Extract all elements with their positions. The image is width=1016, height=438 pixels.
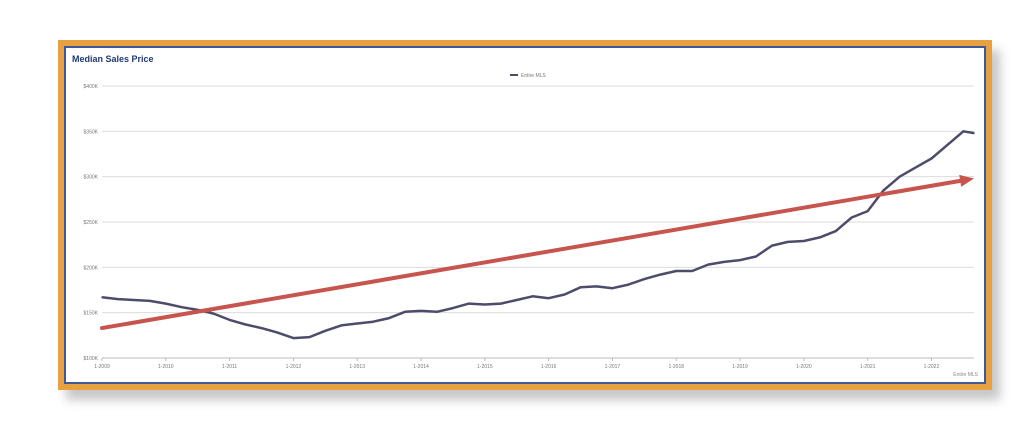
legend-label: Entire MLS <box>521 73 546 79</box>
y-tick-label: $300K <box>84 175 99 181</box>
data-point <box>260 327 263 329</box>
data-point <box>898 175 901 178</box>
arrow-head <box>959 174 974 187</box>
x-tick-label: 1-2019 <box>732 364 748 370</box>
x-axis: 1-2009 1-2010 1-2011 1-2012 1-2013 1-2014 1-20… <box>94 357 974 370</box>
data-point <box>771 244 773 247</box>
data-point <box>324 330 327 332</box>
data-point <box>595 285 598 288</box>
data-point <box>962 130 965 133</box>
y-tick-label: $200K <box>84 265 99 271</box>
x-tick-label: 1-2016 <box>541 364 557 370</box>
data-point <box>739 259 741 261</box>
data-point <box>468 302 470 305</box>
y-tick-label: $150K <box>84 311 99 317</box>
data-point <box>531 295 534 298</box>
data-point <box>180 306 183 309</box>
data-point <box>133 299 135 301</box>
x-tick-label: 1-2013 <box>349 364 365 370</box>
data-point <box>340 324 343 327</box>
data-point <box>515 299 518 301</box>
legend: Entire MLS <box>510 73 546 79</box>
y-tick-label: $100K <box>84 356 99 362</box>
data-point <box>819 236 821 239</box>
chart-frame: Median Sales Price Entire MLS $100K $150K… <box>58 40 992 390</box>
series <box>101 130 975 340</box>
x-tick-label: 1-2017 <box>605 364 621 370</box>
x-tick-label: 1-2018 <box>668 364 684 370</box>
data-point <box>165 302 167 305</box>
x-tick-label: 1-2020 <box>796 364 812 370</box>
series-line <box>101 130 975 340</box>
data-point <box>803 240 805 242</box>
data-point <box>436 310 438 313</box>
x-tick-label: 1-2010 <box>158 364 174 370</box>
data-point <box>707 263 709 266</box>
data-point <box>404 310 406 313</box>
data-point <box>723 261 725 263</box>
data-point <box>866 210 869 212</box>
data-point <box>276 331 279 334</box>
y-tick-label: $350K <box>84 129 99 135</box>
data-point <box>499 302 502 305</box>
y-tick-label: $250K <box>84 220 99 226</box>
source-label: Entire MLS <box>953 372 978 378</box>
data-point <box>372 320 374 323</box>
data-point <box>356 322 359 325</box>
x-tick-label: 1-2022 <box>924 364 940 370</box>
data-point <box>882 189 885 192</box>
data-point <box>308 336 311 338</box>
data-point <box>973 132 975 134</box>
data-point <box>930 157 933 160</box>
chart-title: Median Sales Price <box>72 54 154 64</box>
data-point <box>452 307 454 309</box>
data-point <box>420 310 422 312</box>
line-chart: Median Sales Price Entire MLS $100K $150K… <box>72 54 979 378</box>
data-point <box>675 270 678 272</box>
data-point <box>611 287 614 289</box>
data-point <box>946 144 949 146</box>
data-point <box>212 312 215 315</box>
data-point <box>834 230 837 232</box>
data-point <box>787 241 789 243</box>
data-point <box>292 337 295 339</box>
x-tick-label: 1-2009 <box>94 364 110 370</box>
data-point <box>101 296 103 299</box>
x-tick-label: 1-2021 <box>860 364 876 370</box>
trend-arrow <box>100 174 974 331</box>
data-point <box>149 300 151 302</box>
arrow-shaft <box>100 178 963 331</box>
data-point <box>244 323 247 326</box>
gridlines <box>102 85 974 359</box>
x-tick-label: 1-2015 <box>477 364 493 370</box>
data-point <box>579 286 582 289</box>
data-point <box>850 216 853 219</box>
data-point <box>627 283 630 286</box>
data-point <box>388 317 390 319</box>
data-point <box>563 293 566 296</box>
x-tick-label: 1-2014 <box>413 364 429 370</box>
y-tick-label: $400K <box>84 84 99 90</box>
data-point <box>228 319 231 321</box>
chart-panel: Median Sales Price Entire MLS $100K $150K… <box>64 46 986 384</box>
data-point <box>117 298 119 300</box>
data-point <box>914 166 917 169</box>
data-point <box>643 278 646 280</box>
data-point <box>691 270 693 272</box>
y-axis: $100K $150K $200K $250K $300K $350K $400K <box>84 84 99 362</box>
data-point <box>755 255 757 258</box>
x-tick-label: 1-2012 <box>286 364 302 370</box>
data-point <box>659 273 662 276</box>
data-point <box>484 303 486 306</box>
x-tick-label: 1-2011 <box>222 364 237 370</box>
data-point <box>547 297 550 299</box>
